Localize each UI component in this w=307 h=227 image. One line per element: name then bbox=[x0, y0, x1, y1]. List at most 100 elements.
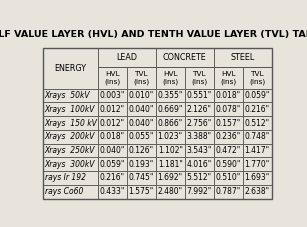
Text: 2.756": 2.756" bbox=[187, 118, 212, 128]
Text: 4.016": 4.016" bbox=[187, 160, 212, 169]
Text: 0.216": 0.216" bbox=[244, 105, 270, 114]
Text: 2.480": 2.480" bbox=[158, 187, 183, 196]
Bar bbox=[98, 130, 127, 144]
Bar bbox=[127, 144, 156, 157]
Bar bbox=[214, 157, 243, 171]
Text: Xrays  50kV: Xrays 50kV bbox=[45, 91, 91, 100]
Text: 1.102": 1.102" bbox=[158, 146, 183, 155]
Text: Xrays  100kV: Xrays 100kV bbox=[45, 105, 95, 114]
Text: 1.023": 1.023" bbox=[158, 132, 183, 141]
Text: 0.748": 0.748" bbox=[244, 132, 270, 141]
Bar bbox=[98, 144, 127, 157]
Text: 0.018": 0.018" bbox=[216, 91, 241, 100]
Text: 2.638": 2.638" bbox=[244, 187, 270, 196]
Bar bbox=[243, 185, 272, 199]
Bar bbox=[185, 157, 214, 171]
Bar bbox=[243, 89, 272, 102]
Text: HVL
(ins): HVL (ins) bbox=[162, 71, 178, 85]
Bar bbox=[185, 171, 214, 185]
Bar bbox=[156, 144, 185, 157]
Bar bbox=[185, 89, 214, 102]
Text: Xrays  250kV: Xrays 250kV bbox=[45, 146, 95, 155]
Bar bbox=[43, 185, 98, 199]
Text: 1.417": 1.417" bbox=[244, 146, 270, 155]
Text: 0.040": 0.040" bbox=[100, 146, 125, 155]
Bar bbox=[156, 130, 185, 144]
Text: HVL
(ins): HVL (ins) bbox=[104, 71, 120, 85]
Bar bbox=[214, 144, 243, 157]
Text: 0.510": 0.510" bbox=[216, 173, 241, 183]
Text: 0.866": 0.866" bbox=[157, 118, 183, 128]
Bar bbox=[214, 171, 243, 185]
Text: 0.512": 0.512" bbox=[244, 118, 270, 128]
Bar bbox=[98, 102, 127, 116]
Text: 0.669": 0.669" bbox=[157, 105, 183, 114]
Bar bbox=[127, 130, 156, 144]
Bar bbox=[127, 157, 156, 171]
Bar bbox=[43, 89, 98, 102]
Bar bbox=[127, 171, 156, 185]
Bar bbox=[98, 157, 127, 171]
Bar bbox=[127, 185, 156, 199]
Text: TVL
(ins): TVL (ins) bbox=[133, 71, 150, 85]
Text: rays Ir 192: rays Ir 192 bbox=[45, 173, 86, 183]
Bar bbox=[43, 130, 98, 144]
Bar bbox=[98, 171, 127, 185]
Bar bbox=[243, 157, 272, 171]
Bar bbox=[156, 185, 185, 199]
Text: HALF VALUE LAYER (HVL) AND TENTH VALUE LAYER (TVL) TABLES: HALF VALUE LAYER (HVL) AND TENTH VALUE L… bbox=[0, 30, 307, 39]
Bar bbox=[214, 89, 243, 102]
Text: Xrays  200kV: Xrays 200kV bbox=[45, 132, 95, 141]
Bar bbox=[98, 116, 127, 130]
Bar bbox=[185, 185, 214, 199]
Bar bbox=[243, 116, 272, 130]
Text: 0.472": 0.472" bbox=[216, 146, 241, 155]
Text: TVL
(ins): TVL (ins) bbox=[249, 71, 265, 85]
Text: 0.059": 0.059" bbox=[244, 91, 270, 100]
Bar bbox=[127, 102, 156, 116]
Text: 0.040": 0.040" bbox=[129, 118, 154, 128]
Bar bbox=[185, 144, 214, 157]
Text: 0.078": 0.078" bbox=[216, 105, 241, 114]
Text: 1.770": 1.770" bbox=[244, 160, 270, 169]
Bar bbox=[127, 89, 156, 102]
Text: 0.355": 0.355" bbox=[157, 91, 183, 100]
Bar bbox=[127, 116, 156, 130]
Text: 0.055": 0.055" bbox=[129, 132, 154, 141]
Bar bbox=[214, 130, 243, 144]
Text: 0.433": 0.433" bbox=[100, 187, 125, 196]
Text: 0.236": 0.236" bbox=[216, 132, 241, 141]
Text: 0.010": 0.010" bbox=[129, 91, 154, 100]
Text: 3.388": 3.388" bbox=[187, 132, 212, 141]
Text: 1.181": 1.181" bbox=[158, 160, 183, 169]
Text: 0.040": 0.040" bbox=[129, 105, 154, 114]
Text: 0.012": 0.012" bbox=[100, 105, 125, 114]
Bar bbox=[214, 116, 243, 130]
Text: ENERGY: ENERGY bbox=[54, 64, 87, 73]
Bar bbox=[43, 102, 98, 116]
Text: 0.018": 0.018" bbox=[100, 132, 125, 141]
Bar bbox=[243, 171, 272, 185]
Bar bbox=[98, 89, 127, 102]
Bar bbox=[243, 130, 272, 144]
Bar bbox=[156, 116, 185, 130]
Bar bbox=[243, 102, 272, 116]
Bar bbox=[43, 116, 98, 130]
Text: 0.012": 0.012" bbox=[100, 118, 125, 128]
Text: 0.216": 0.216" bbox=[100, 173, 125, 183]
Text: 7.992": 7.992" bbox=[187, 187, 212, 196]
Text: 1.575": 1.575" bbox=[129, 187, 154, 196]
Bar bbox=[185, 130, 214, 144]
Bar bbox=[43, 171, 98, 185]
Text: 2.126": 2.126" bbox=[187, 105, 212, 114]
Bar bbox=[43, 144, 98, 157]
Text: 0.126": 0.126" bbox=[129, 146, 154, 155]
Text: CONCRETE: CONCRETE bbox=[163, 53, 207, 62]
Text: 3.543": 3.543" bbox=[186, 146, 212, 155]
Bar bbox=[243, 144, 272, 157]
Text: Xrays  300kV: Xrays 300kV bbox=[45, 160, 95, 169]
Bar bbox=[98, 185, 127, 199]
Bar bbox=[214, 102, 243, 116]
Text: 0.059": 0.059" bbox=[100, 160, 125, 169]
Text: LEAD: LEAD bbox=[116, 53, 137, 62]
